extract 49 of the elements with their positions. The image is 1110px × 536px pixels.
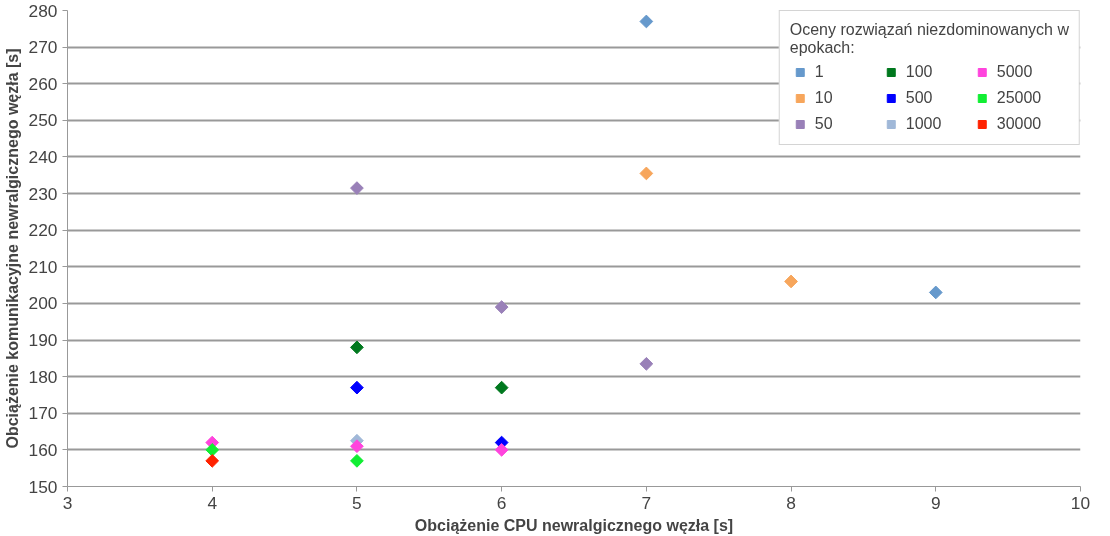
y-tick-label: 230 — [28, 183, 58, 204]
legend-title: Oceny rozwiązań niezdominowanych w epokach: — [789, 21, 1069, 57]
point — [494, 443, 509, 457]
point — [494, 380, 509, 395]
point — [494, 300, 509, 314]
legend-label: 30000 — [996, 115, 1043, 133]
y-tick-label: 210 — [28, 256, 58, 277]
x-tick-label: 10 — [1070, 492, 1091, 513]
x-tick-label: 6 — [496, 492, 507, 513]
y-tick-label: 180 — [28, 366, 58, 387]
x-tick-label: 7 — [641, 492, 652, 513]
point — [928, 285, 943, 300]
point — [350, 340, 364, 355]
point — [205, 443, 220, 457]
x-tick-label: 5 — [352, 492, 362, 513]
legend-label: 1000 — [905, 115, 943, 133]
x-tick-label: 8 — [786, 492, 796, 513]
legend-label: 50 — [814, 115, 834, 133]
y-tick-label: 220 — [28, 220, 58, 241]
point — [350, 380, 364, 395]
y-tick-label: 250 — [28, 110, 58, 131]
x-tick-label: 9 — [930, 492, 941, 513]
x-tick-label: 4 — [207, 492, 218, 513]
y-tick-label: 200 — [28, 293, 58, 314]
point — [639, 356, 654, 371]
y-tick-label: 280 — [28, 0, 58, 21]
y-tick-label: 270 — [28, 37, 58, 58]
point — [205, 454, 220, 468]
y-tick-label: 260 — [28, 73, 58, 94]
point — [784, 274, 798, 289]
point — [350, 181, 364, 195]
x-tick-label: 3 — [62, 492, 73, 513]
y-tick-label: 150 — [28, 476, 58, 497]
point — [639, 14, 654, 29]
legend-label: 1 — [814, 63, 825, 81]
y-tick-label: 240 — [28, 146, 58, 167]
legend-label: 10 — [814, 89, 834, 107]
point — [350, 439, 364, 454]
legend-label: 500 — [905, 89, 934, 107]
y-tick-label: 170 — [28, 403, 58, 424]
legend-label: 5000 — [996, 63, 1034, 81]
x-axis-title: Obciążenie CPU newralgicznego węzła [s] — [414, 516, 734, 534]
point — [350, 454, 364, 468]
point — [639, 166, 654, 181]
legend-label: 25000 — [996, 89, 1043, 107]
y-axis-title: Obciążenie komunikacyjne newralgicznego węzła [s] — [3, 48, 21, 449]
y-tick-label: 160 — [28, 439, 58, 460]
y-tick-label: 190 — [28, 330, 58, 351]
legend-label: 100 — [905, 63, 934, 81]
